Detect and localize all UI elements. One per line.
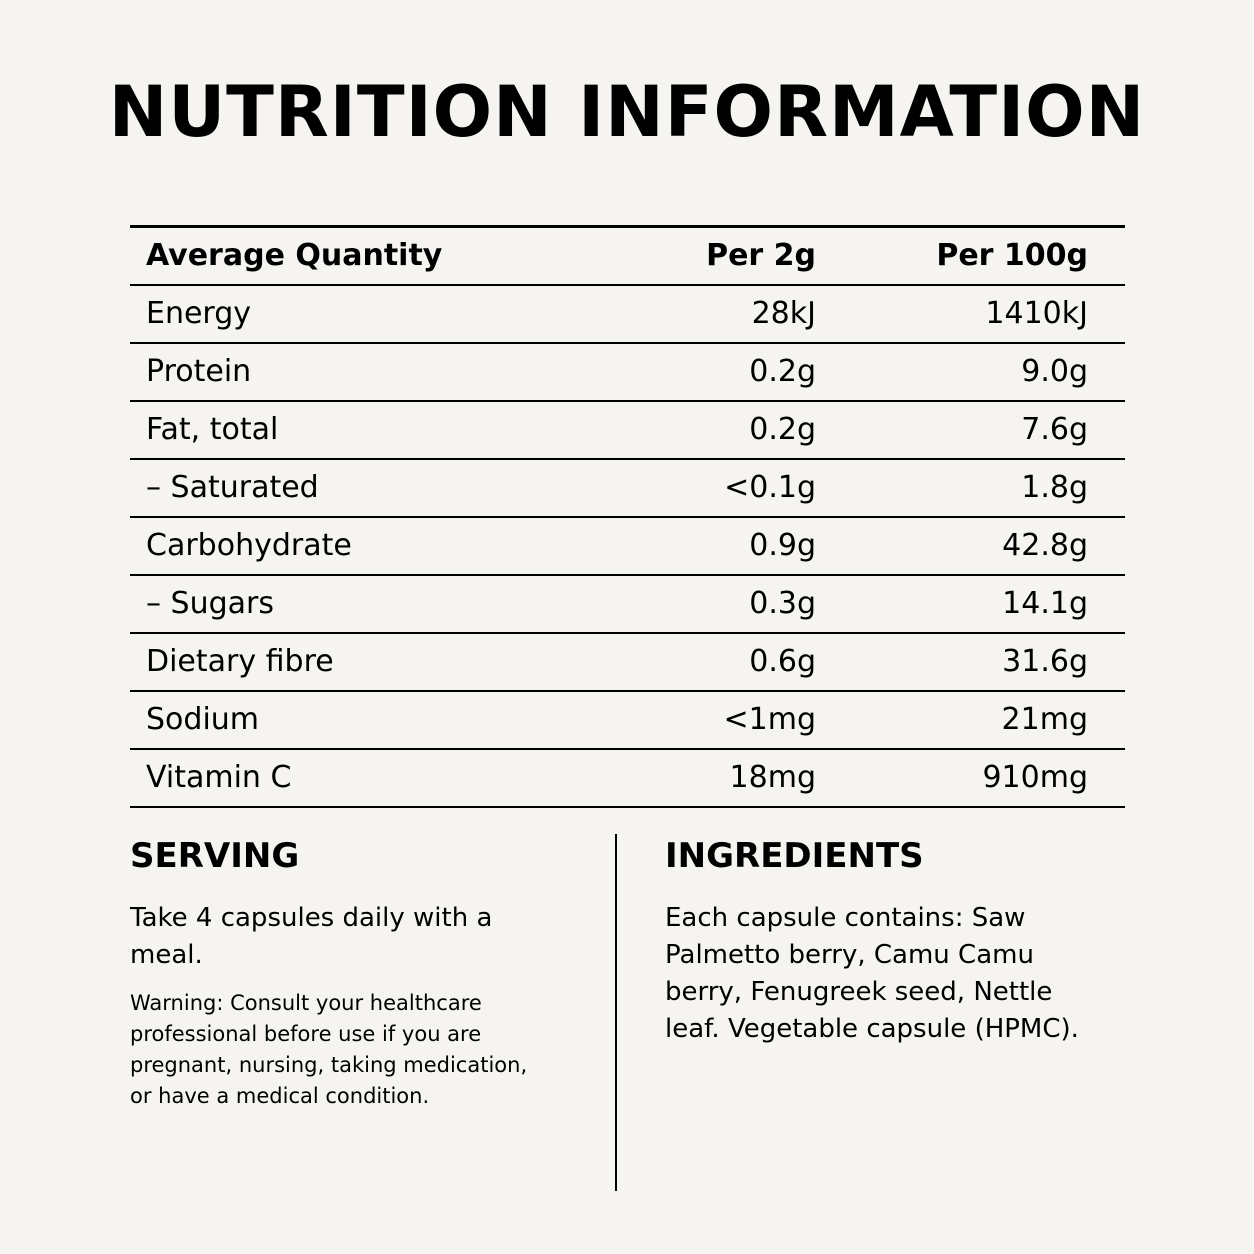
nutrient-name: Energy: [146, 296, 252, 331]
header-per-2g: Per 2g: [706, 238, 816, 273]
nutrition-table: Average Quantity Per 2g Per 100g Energy …: [130, 225, 1125, 808]
per-100g-value: 21mg: [1001, 702, 1088, 737]
serving-text: Take 4 capsules daily with a meal.: [130, 903, 493, 970]
table-row: Dietary fibre 0.6g 31.6g: [130, 633, 1125, 691]
per-2g-value: 18mg: [729, 760, 816, 795]
nutrient-name: Fat, total: [146, 412, 279, 447]
per-2g-value: 0.6g: [749, 644, 816, 679]
per-100g-value: 7.6g: [1021, 412, 1088, 447]
per-100g-value: 9.0g: [1021, 354, 1088, 389]
table-row: Carbohydrate 0.9g 42.8g: [130, 517, 1125, 575]
nutrient-name: Dietary fibre: [146, 644, 334, 679]
per-100g-value: 31.6g: [1002, 644, 1088, 679]
table-row: Fat, total 0.2g 7.6g: [130, 401, 1125, 459]
nutrient-name: Carbohydrate: [146, 528, 352, 563]
header-per-100g: Per 100g: [936, 238, 1088, 273]
serving-heading: SERVING: [130, 836, 300, 876]
table-row: Vitamin C 18mg 910mg: [130, 749, 1125, 807]
header-average-quantity: Average Quantity: [146, 238, 443, 273]
nutrient-name: – Sugars: [146, 586, 274, 621]
per-2g-value: 0.2g: [749, 354, 816, 389]
nutrient-name: Protein: [146, 354, 252, 389]
ingredients-heading: INGREDIENTS: [665, 836, 924, 876]
table-row: – Sugars 0.3g 14.1g: [130, 575, 1125, 633]
serving-section: SERVING Take 4 capsules daily with a mea…: [130, 836, 550, 1112]
ingredients-text: Each capsule contains: Saw Palmetto berr…: [665, 903, 1079, 1044]
per-2g-value: 0.9g: [749, 528, 816, 563]
table-row: – Saturated <0.1g 1.8g: [130, 459, 1125, 517]
column-divider: [615, 834, 617, 1191]
per-2g-value: <0.1g: [724, 470, 816, 505]
per-2g-value: <1mg: [723, 702, 817, 737]
nutrient-name: Vitamin C: [146, 760, 292, 795]
per-100g-value: 1410kJ: [985, 296, 1088, 331]
table-row: Energy 28kJ 1410kJ: [130, 285, 1125, 343]
per-2g-value: 28kJ: [751, 296, 816, 331]
table-header-row: Average Quantity Per 2g Per 100g: [130, 226, 1125, 285]
table-row: Sodium <1mg 21mg: [130, 691, 1125, 749]
per-100g-value: 1.8g: [1021, 470, 1088, 505]
ingredients-section: INGREDIENTS Each capsule contains: Saw P…: [665, 836, 1115, 1048]
per-100g-value: 910mg: [982, 760, 1088, 795]
page-title: NUTRITION INFORMATION: [108, 71, 1146, 153]
table-row: Protein 0.2g 9.0g: [130, 343, 1125, 401]
per-100g-value: 42.8g: [1002, 528, 1088, 563]
per-2g-value: 0.3g: [749, 586, 816, 621]
per-100g-value: 14.1g: [1002, 586, 1088, 621]
per-2g-value: 0.2g: [749, 412, 816, 447]
nutrient-name: – Saturated: [146, 470, 319, 505]
warning-text: Warning: Consult your healthcare profess…: [130, 991, 528, 1108]
nutrient-name: Sodium: [146, 702, 260, 737]
